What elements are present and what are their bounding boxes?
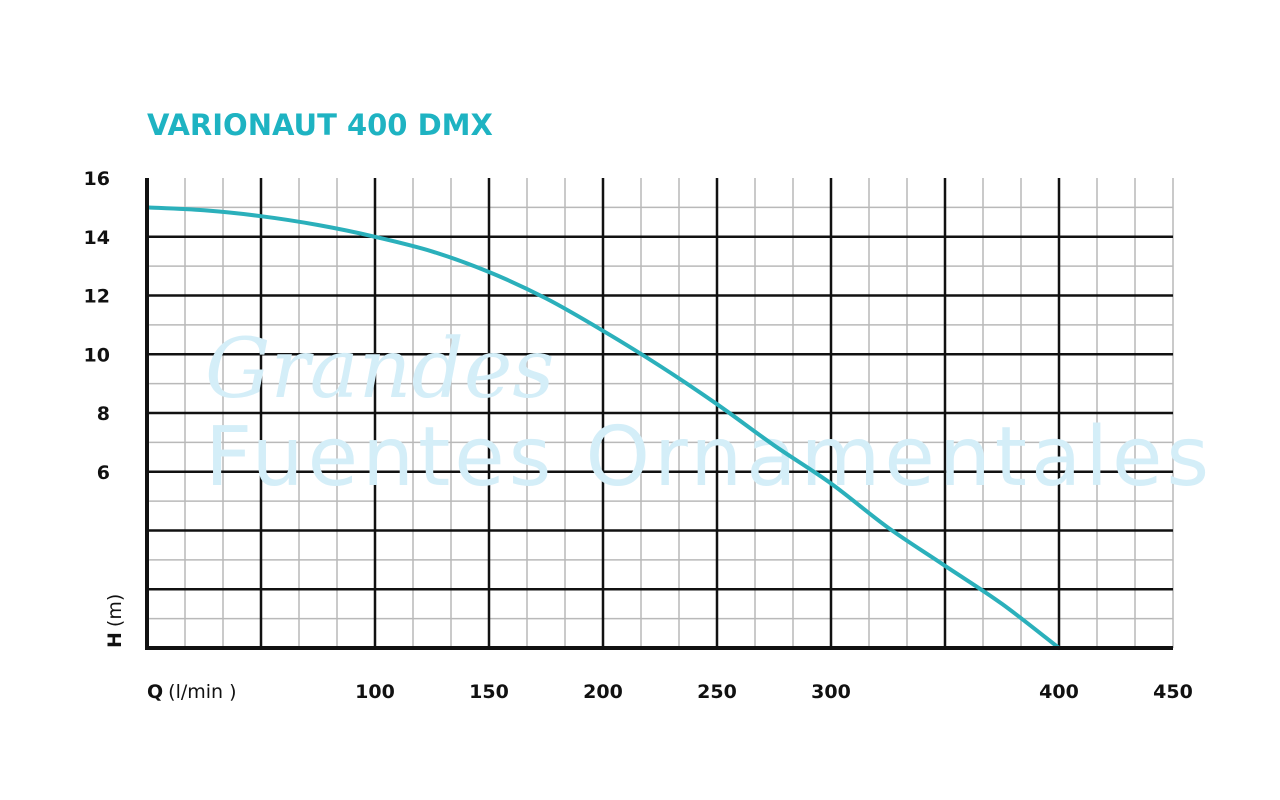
y-tick-label: 14 <box>84 227 110 249</box>
x-tick-label: 200 <box>583 681 623 703</box>
y-tick-label: 8 <box>97 403 110 425</box>
watermark-line2: Fuentes Ornamentales <box>205 410 1213 505</box>
y-tick-label: 16 <box>84 168 110 190</box>
y-tick-label: 12 <box>84 286 110 308</box>
y-axis-label-letter: H <box>104 632 126 648</box>
grid-major-lines <box>147 178 1173 648</box>
x-axis-label-unit: (l/min ) <box>168 681 236 703</box>
y-tick-label: 10 <box>84 344 110 366</box>
x-axis-label-letter: Q <box>147 681 163 703</box>
x-tick-label: 450 <box>1153 681 1193 703</box>
x-axis-label: Q (l/min ) <box>147 681 237 703</box>
pump-curve-series <box>145 205 1061 650</box>
watermark-line1: Grandes <box>205 322 555 417</box>
y-tick-label: 6 <box>97 462 110 484</box>
x-tick-label: 150 <box>469 681 509 703</box>
chart-title: VARIONAUT 400 DMX <box>147 108 493 142</box>
y-axis-label: H (m) <box>104 594 126 648</box>
x-tick-label: 300 <box>811 681 851 703</box>
x-tick-label: 100 <box>355 681 395 703</box>
y-axis-label-unit: (m) <box>104 594 126 627</box>
x-tick-label: 400 <box>1039 681 1079 703</box>
x-tick-labels: 100 150 200 250 300 400 450 <box>355 681 1193 703</box>
x-tick-label: 250 <box>697 681 737 703</box>
watermark: Grandes Fuentes Ornamentales <box>205 322 1213 505</box>
y-tick-labels: 6 8 10 12 14 16 <box>84 168 110 484</box>
